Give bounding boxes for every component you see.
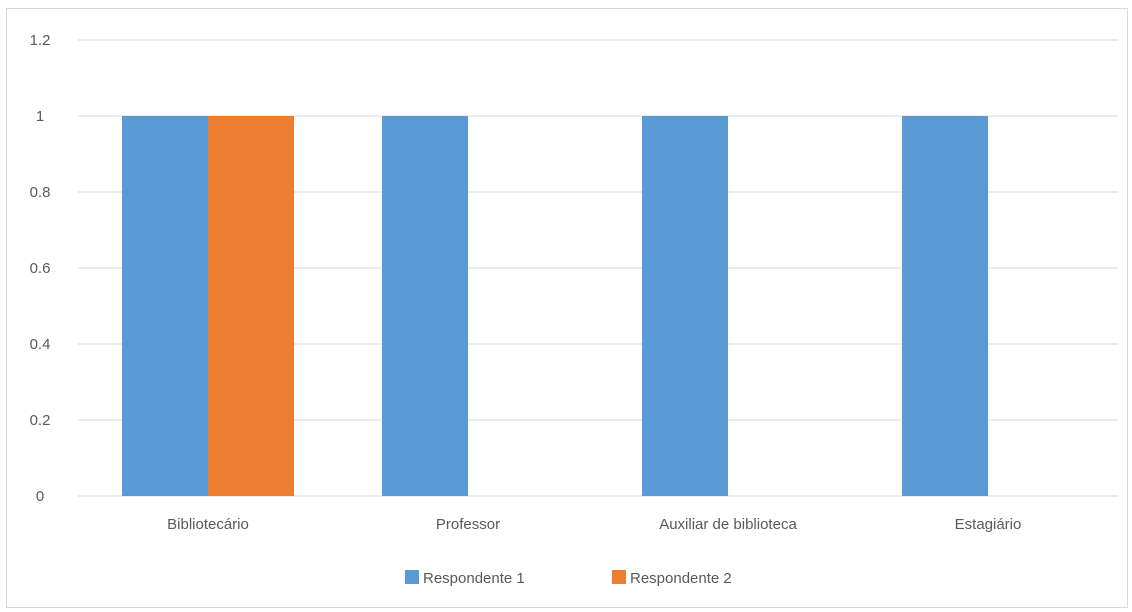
bar-1-1: [122, 116, 208, 496]
y-tick-label: 0.2: [30, 412, 51, 429]
x-tick-label: Estagiário: [955, 516, 1022, 533]
bar-1-2: [382, 116, 468, 496]
x-axis-tick-labels: Bibliotecário Professor Auxiliar de biblio…: [167, 516, 1021, 533]
x-tick-label: Professor: [436, 516, 500, 533]
y-tick-label: 1.2: [30, 32, 51, 49]
x-tick-label: Auxiliar de biblioteca: [659, 516, 797, 533]
y-tick-label: 0: [36, 488, 44, 505]
y-tick-label: 0.8: [30, 184, 51, 201]
legend-swatch-1: [405, 570, 419, 584]
bar-1-4: [902, 116, 988, 496]
bars: [122, 116, 988, 496]
bar-2-1: [208, 116, 294, 496]
x-tick-label: Bibliotecário: [167, 516, 249, 533]
legend-label-2: Respondente 2: [630, 570, 732, 587]
legend: Respondente 1 Respondente 2: [405, 570, 732, 587]
bar-1-3: [642, 116, 728, 496]
legend-swatch-2: [612, 570, 626, 584]
y-tick-label: 0.6: [30, 260, 51, 277]
y-tick-label: 0.4: [30, 336, 51, 353]
legend-label-1: Respondente 1: [423, 570, 525, 587]
y-tick-label: 1: [36, 108, 44, 125]
y-axis-tick-labels: 0 0.2 0.4 0.6 0.8 1 1.2: [30, 32, 51, 505]
